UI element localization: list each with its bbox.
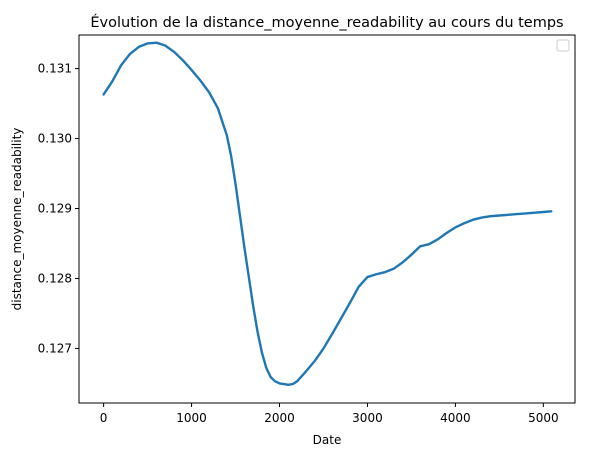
series-line-0 (102, 41, 553, 387)
plot-area (102, 41, 553, 387)
y-axis: 0.127 0.128 0.129 0.130 0.131 (38, 62, 79, 355)
chart-title: Évolution de la distance_moyenne_readabi… (90, 14, 563, 31)
legend-box (556, 39, 570, 52)
x-axis: 0 1000 2000 3000 4000 5000 (100, 403, 559, 425)
y-tick-label: 0.131 (38, 62, 72, 76)
y-tick-label: 0.128 (38, 271, 72, 285)
x-tick-label: 4000 (440, 411, 471, 425)
y-tick-label: 0.129 (38, 202, 72, 216)
x-tick-label: 5000 (528, 411, 559, 425)
axes-frame (78, 34, 576, 404)
x-tick-label: 0 (100, 411, 108, 425)
y-tick-label: 0.127 (38, 341, 72, 355)
x-tick-label: 1000 (176, 411, 207, 425)
x-tick-label: 3000 (352, 411, 383, 425)
y-tick-label: 0.130 (38, 132, 72, 146)
x-axis-label: Date (313, 433, 342, 447)
x-tick-label: 2000 (264, 411, 295, 425)
y-axis-label: distance_moyenne_readability (10, 128, 24, 311)
